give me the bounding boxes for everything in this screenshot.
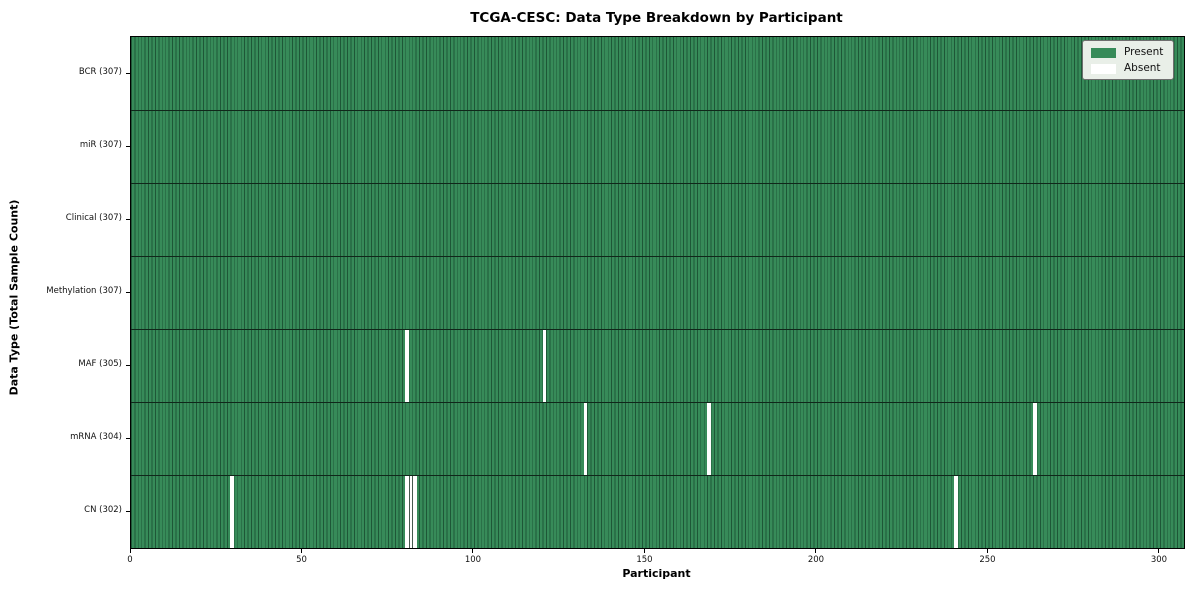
absent-cell [408,475,414,548]
y-tick-mark [126,510,130,512]
legend-swatch-present [1091,47,1116,58]
y-tick-label: miR (307) [79,140,122,150]
x-tick-mark [986,549,988,553]
row-separator [131,183,1184,184]
row-separator [131,329,1184,330]
x-tick-label: 150 [636,555,653,565]
absent-cell [405,475,409,548]
x-tick-label: 300 [1150,555,1168,565]
x-tick-label: 0 [127,555,133,565]
y-tick-label: Clinical (307) [65,213,122,223]
x-tick-label: 100 [464,555,482,565]
heatmap-row-MAF [131,329,1184,402]
x-tick-mark [472,549,474,553]
x-tick-mark [129,549,131,553]
legend-label: Present [1124,46,1164,58]
x-tick-label: 200 [807,555,825,565]
heatmap-row-CN [131,475,1184,548]
y-tick-mark [126,72,130,74]
x-tick-mark [815,549,817,553]
legend-swatch-absent [1091,63,1116,74]
y-tick-mark [126,145,130,147]
absent-cell [1033,402,1037,475]
heatmap-row-BCR [131,37,1184,110]
legend: Present Absent [1082,40,1175,80]
x-tick-mark [300,549,302,553]
absent-cell [707,402,711,475]
x-tick-mark [643,549,645,553]
legend-item-present: Present [1091,47,1163,58]
y-tick-mark [126,364,130,366]
y-tick-label: MAF (305) [78,359,122,369]
heatmap-row-miR [131,110,1184,183]
x-tick-label: 250 [979,555,996,565]
legend-label: Absent [1124,62,1161,74]
x-tick-label: 50 [296,555,307,565]
absent-cell [412,475,417,548]
row-separator [131,256,1184,257]
y-tick-label: mRNA (304) [70,432,122,442]
heatmap-row-Methylation [131,256,1184,329]
x-axis-title: Participant [622,567,691,580]
absent-cell [230,475,234,548]
absent-cell [583,402,588,475]
y-tick-mark [126,218,130,220]
absent-cell [542,329,547,402]
row-separator [131,402,1184,403]
absent-cell [405,329,409,402]
y-tick-label: Methylation (307) [46,286,122,296]
heatmap-row-Clinical [131,183,1184,256]
row-separator [131,110,1184,111]
row-separator [131,475,1184,476]
y-tick-label: BCR (307) [78,67,122,77]
heatmap-row-mRNA [131,402,1184,475]
legend-item-absent: Absent [1091,63,1163,74]
absent-cell [954,475,958,548]
plot-area [130,36,1185,549]
chart-title: TCGA-CESC: Data Type Breakdown by Partic… [470,10,843,26]
y-tick-mark [126,437,130,439]
y-tick-mark [126,291,130,293]
y-tick-label: CN (302) [84,505,122,515]
x-tick-mark [1158,549,1160,553]
